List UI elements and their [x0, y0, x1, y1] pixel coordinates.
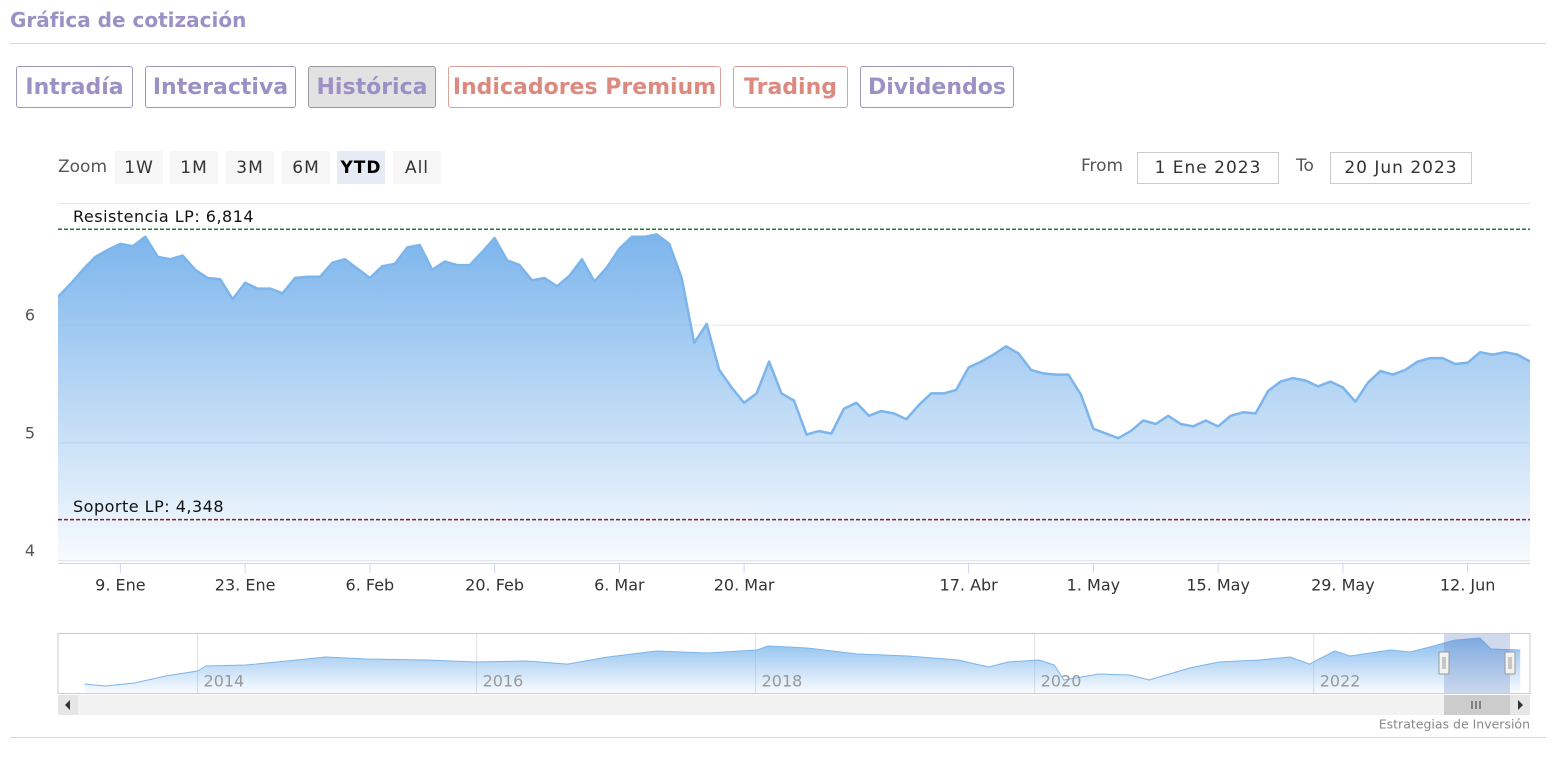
price-line [84, 637, 1521, 687]
area-fill [58, 234, 1530, 563]
thumb-grip [1471, 701, 1481, 709]
to-input[interactable]: 20 Jun 2023 [1330, 152, 1472, 184]
x-tick-label: 6. Feb [346, 576, 395, 595]
scrollbar-thumb[interactable] [1444, 695, 1510, 715]
arrow-left [65, 700, 70, 710]
divider [10, 43, 1546, 44]
y-tick-label: 5 [25, 423, 35, 442]
zoom-button[interactable]: 3M [226, 151, 274, 184]
x-tick-label: 15. May [1186, 576, 1250, 595]
arrow-right [1518, 700, 1523, 710]
nav-tick-label: 2016 [483, 672, 524, 691]
area-fill [84, 638, 1521, 693]
zoom-button[interactable]: 1W [115, 151, 163, 184]
zoom-button[interactable]: 6M [282, 151, 330, 184]
x-tick-label: 12. Jun [1440, 576, 1496, 595]
from-label: From [1081, 156, 1124, 176]
x-tick-label: 23. Ene [215, 576, 276, 595]
navigator-selection[interactable] [1444, 634, 1510, 693]
nav-tick-label: 2018 [762, 672, 803, 691]
zoom-button[interactable]: 1M [170, 151, 218, 184]
x-tick-label: 6. Mar [594, 576, 645, 595]
nav-tick-label: 2020 [1041, 672, 1082, 691]
nav-tick-label: 2014 [204, 672, 245, 691]
level-label: Resistencia LP: 6,814 [73, 207, 254, 226]
x-tick-label: 17. Abr [940, 576, 999, 595]
tab[interactable]: Trading [733, 66, 848, 108]
scrollbar-track[interactable] [58, 695, 1530, 715]
to-label: To [1296, 156, 1314, 176]
zoom-button-active[interactable]: YTD [337, 151, 385, 184]
x-tick-label: 1. May [1067, 576, 1120, 595]
level-label: Soporte LP: 4,348 [73, 497, 224, 516]
x-tick-label: 9. Ene [95, 576, 145, 595]
navigator-frame [57, 633, 1531, 694]
tab[interactable]: Indicadores Premium [448, 66, 721, 108]
price-line [58, 233, 1530, 440]
x-tick-label: 20. Mar [714, 576, 775, 595]
navigator-handle[interactable] [1504, 651, 1516, 675]
x-tick-label: 20. Feb [465, 576, 524, 595]
widget-title: Gráfica de cotización [10, 8, 247, 32]
x-tick-label: 29. May [1311, 576, 1375, 595]
tab[interactable]: Interactiva [145, 66, 296, 108]
y-tick-label: 6 [25, 306, 35, 325]
tab[interactable]: Dividendos [860, 66, 1014, 108]
zoom-button[interactable]: All [393, 151, 441, 184]
navigator-handle[interactable] [1438, 651, 1450, 675]
tab[interactable]: Intradía [16, 66, 133, 108]
from-input[interactable]: 1 Ene 2023 [1137, 152, 1279, 184]
divider [10, 737, 1546, 738]
credits: Estrategias de Inversión [1379, 717, 1530, 732]
y-tick-label: 4 [25, 541, 35, 560]
nav-tick-label: 2022 [1320, 672, 1361, 691]
zoom-label: Zoom [58, 157, 108, 177]
tab-active[interactable]: Histórica [308, 66, 436, 108]
